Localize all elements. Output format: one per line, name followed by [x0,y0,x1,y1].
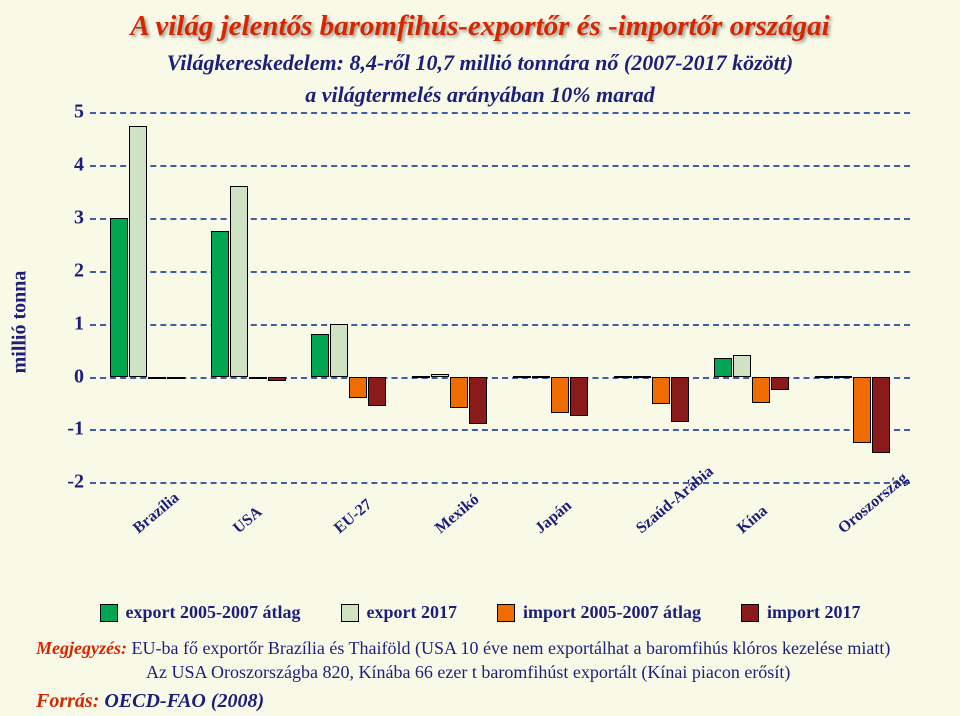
legend-item: export 2005-2007 átlag [100,602,301,623]
bar [633,376,651,378]
legend-item: import 2017 [741,602,861,623]
bar [570,377,588,417]
legend-swatch [341,604,359,622]
bar [148,377,166,380]
legend-label: export 2017 [367,602,457,623]
bar [129,126,147,377]
grid-line [90,112,910,114]
legend-swatch [100,604,118,622]
category-label: Japán [532,497,576,538]
bar [671,377,689,422]
grid-line [90,218,910,220]
bar [368,377,386,406]
legend-item: import 2005-2007 átlag [497,602,701,623]
bar [412,376,430,378]
legend-item: export 2017 [341,602,457,623]
category-label: Mexikó [432,491,483,538]
slide-subtitle-1: Világkereskedelem: 8,4-ről 10,7 millió t… [30,49,930,77]
bar [872,377,890,454]
slide: A világ jelentős baromfihús-exportőr és … [0,0,960,716]
bar [614,376,632,378]
note-body-1: EU-ba fő exportőr Brazília és Thaiföld (… [127,638,890,658]
bar [230,186,248,376]
bar [551,377,569,413]
source: Forrás: OECD-FAO (2008) [30,690,930,713]
bar [532,376,550,378]
bar [450,377,468,409]
category-label: Szaúd-Arábia [633,463,717,538]
bar [469,377,487,425]
category-label: EU-27 [331,496,376,538]
y-tick-label: -1 [60,418,84,441]
bar [349,377,367,398]
bar [714,358,732,377]
chart: millió tonna -2-1012345BrazíliaUSAEU-27M… [30,112,930,532]
bar [249,377,267,380]
y-tick-label: -2 [60,471,84,494]
plot-area: -2-1012345BrazíliaUSAEU-27MexikóJapánSza… [90,112,910,482]
bar [167,377,185,380]
y-tick-label: 0 [60,365,84,388]
y-tick-label: 3 [60,207,84,230]
legend-swatch [497,604,515,622]
legend-swatch [741,604,759,622]
y-tick-label: 5 [60,101,84,124]
legend-label: export 2005-2007 átlag [126,602,301,623]
source-tag: Forrás: [36,690,99,712]
bar [733,355,751,376]
y-tick-label: 1 [60,312,84,335]
bar [815,376,833,378]
bar [752,377,770,403]
bar [311,334,329,376]
note-tag: Megjegyzés: [36,638,127,658]
bar [268,377,286,381]
bar [211,231,229,376]
category-label: USA [230,504,266,538]
grid-line [90,482,910,484]
grid-line [90,165,910,167]
bar [431,374,449,377]
bar [330,324,348,377]
y-tick-label: 4 [60,154,84,177]
category-label: Oroszország [835,470,912,538]
slide-subtitle-2: a világtermelés arányában 10% marad [30,81,930,109]
y-axis-label: millió tonna [9,271,32,374]
y-tick-label: 2 [60,259,84,282]
bar [110,218,128,377]
legend: export 2005-2007 átlag export 2017 import … [30,602,930,623]
legend-label: import 2017 [767,602,861,623]
bar [834,376,852,378]
bar [652,377,670,404]
note-body-2: Az USA Oroszországba 820, Kínába 66 ezer… [36,661,930,684]
grid-line [90,429,910,431]
note: Megjegyzés: EU-ba fő exportőr Brazília é… [30,637,930,684]
bar [513,376,531,378]
category-label: Brazília [130,489,183,538]
slide-title: A világ jelentős baromfihús-exportőr és … [30,10,930,43]
bar [853,377,871,443]
category-label: Kína [734,503,771,539]
legend-label: import 2005-2007 átlag [523,602,701,623]
bar [771,377,789,390]
source-body: OECD-FAO (2008) [99,690,264,712]
